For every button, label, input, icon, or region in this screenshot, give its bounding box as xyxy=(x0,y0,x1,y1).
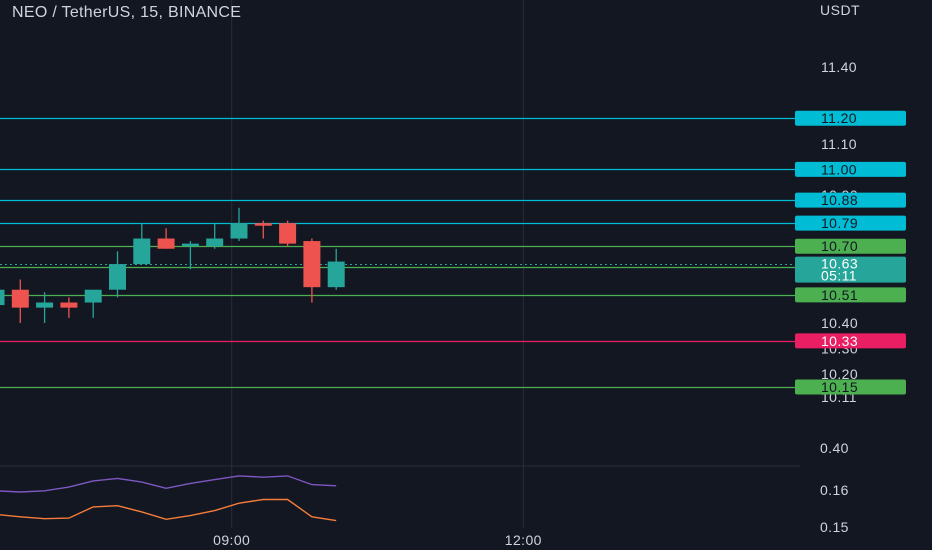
candle-body xyxy=(60,302,78,308)
candle-body xyxy=(133,238,151,265)
candle[interactable] xyxy=(109,251,126,298)
indicator-pane xyxy=(0,475,337,522)
level-badge-label: 10.70 xyxy=(821,238,858,254)
level-badge-bg xyxy=(795,333,906,349)
current-price-badge-bg xyxy=(795,256,906,283)
candle[interactable] xyxy=(206,223,224,249)
level-badge[interactable]: 10.33 xyxy=(795,333,906,349)
level-badge[interactable]: 10.79 xyxy=(795,215,906,231)
level-badge-bg xyxy=(795,192,906,208)
candle-body xyxy=(279,223,297,244)
candle-body xyxy=(181,243,199,247)
candle-body xyxy=(230,223,248,239)
price-levels xyxy=(0,117,800,389)
current-price-label: 10.63 xyxy=(821,256,858,272)
level-badge-label: 10.15 xyxy=(821,379,858,395)
candle[interactable] xyxy=(303,238,321,303)
candle[interactable] xyxy=(181,241,199,270)
level-badge-bg xyxy=(795,110,906,126)
level-badge-label: 10.51 xyxy=(821,287,858,303)
axes: 11.4011.1010.9010.4010.3010.2010.110.400… xyxy=(213,59,858,548)
level-badge-label: 11.20 xyxy=(821,110,857,126)
candle-body xyxy=(11,289,29,308)
level-badge-bg xyxy=(795,215,906,231)
level-badge[interactable]: 10.70 xyxy=(795,238,906,254)
candle[interactable] xyxy=(0,277,5,321)
time-tick-label: 09:00 xyxy=(213,532,250,548)
level-badge-bg xyxy=(795,287,906,303)
price-tick-label: 10.40 xyxy=(821,315,858,331)
time-tick-label: 12:00 xyxy=(505,532,542,548)
indicator-tick-label: 0.16 xyxy=(820,482,849,498)
level-badge-label: 10.88 xyxy=(821,192,858,208)
candle[interactable] xyxy=(133,223,151,265)
candle-body xyxy=(0,289,5,306)
candle-body xyxy=(206,238,224,247)
candle-body xyxy=(254,223,272,226)
candle[interactable] xyxy=(60,297,78,318)
level-badge-bg xyxy=(795,238,906,254)
indicator-line xyxy=(0,475,337,493)
level-badge-label: 11.00 xyxy=(821,161,857,177)
level-badge-bg xyxy=(795,379,906,395)
candles[interactable] xyxy=(0,207,345,323)
candle[interactable] xyxy=(36,292,54,323)
level-badge-label: 10.33 xyxy=(821,333,858,349)
price-tick-label: 11.10 xyxy=(821,136,857,152)
price-badges: 11.2011.0010.8810.7910.7010.6210.5110.33… xyxy=(795,110,906,395)
indicator-line xyxy=(0,498,337,522)
currency-label: USDT xyxy=(820,2,861,18)
candle-body xyxy=(303,241,321,288)
chart-title: NEO / TetherUS, 15, BINANCE xyxy=(12,4,242,21)
level-badge[interactable]: 11.00 xyxy=(795,161,906,177)
candle-body xyxy=(327,261,345,288)
candle[interactable] xyxy=(279,220,297,247)
price-tick-label: 10.20 xyxy=(821,366,858,382)
candle-body xyxy=(84,289,102,303)
indicator-tick-label: 0.15 xyxy=(820,519,849,535)
candle[interactable] xyxy=(157,228,175,249)
countdown-label: 05:11 xyxy=(821,268,857,284)
candle-body xyxy=(109,264,126,290)
level-badge-label: 10.79 xyxy=(821,215,858,231)
level-badge-bg xyxy=(795,161,906,177)
candle[interactable] xyxy=(11,279,29,323)
candle[interactable] xyxy=(327,248,345,290)
level-badge[interactable]: 10.15 xyxy=(795,379,906,395)
candle-body xyxy=(157,238,175,249)
level-badge[interactable]: 10.88 xyxy=(795,192,906,208)
candle[interactable] xyxy=(254,220,272,239)
indicator-tick-label: 0.40 xyxy=(820,440,849,456)
candle-body xyxy=(36,302,54,308)
candle[interactable] xyxy=(84,289,102,318)
price-tick-label: 11.40 xyxy=(821,59,857,75)
level-badge[interactable]: 11.20 xyxy=(795,110,906,126)
candle[interactable] xyxy=(230,207,248,242)
level-badge[interactable]: 10.51 xyxy=(795,287,906,303)
